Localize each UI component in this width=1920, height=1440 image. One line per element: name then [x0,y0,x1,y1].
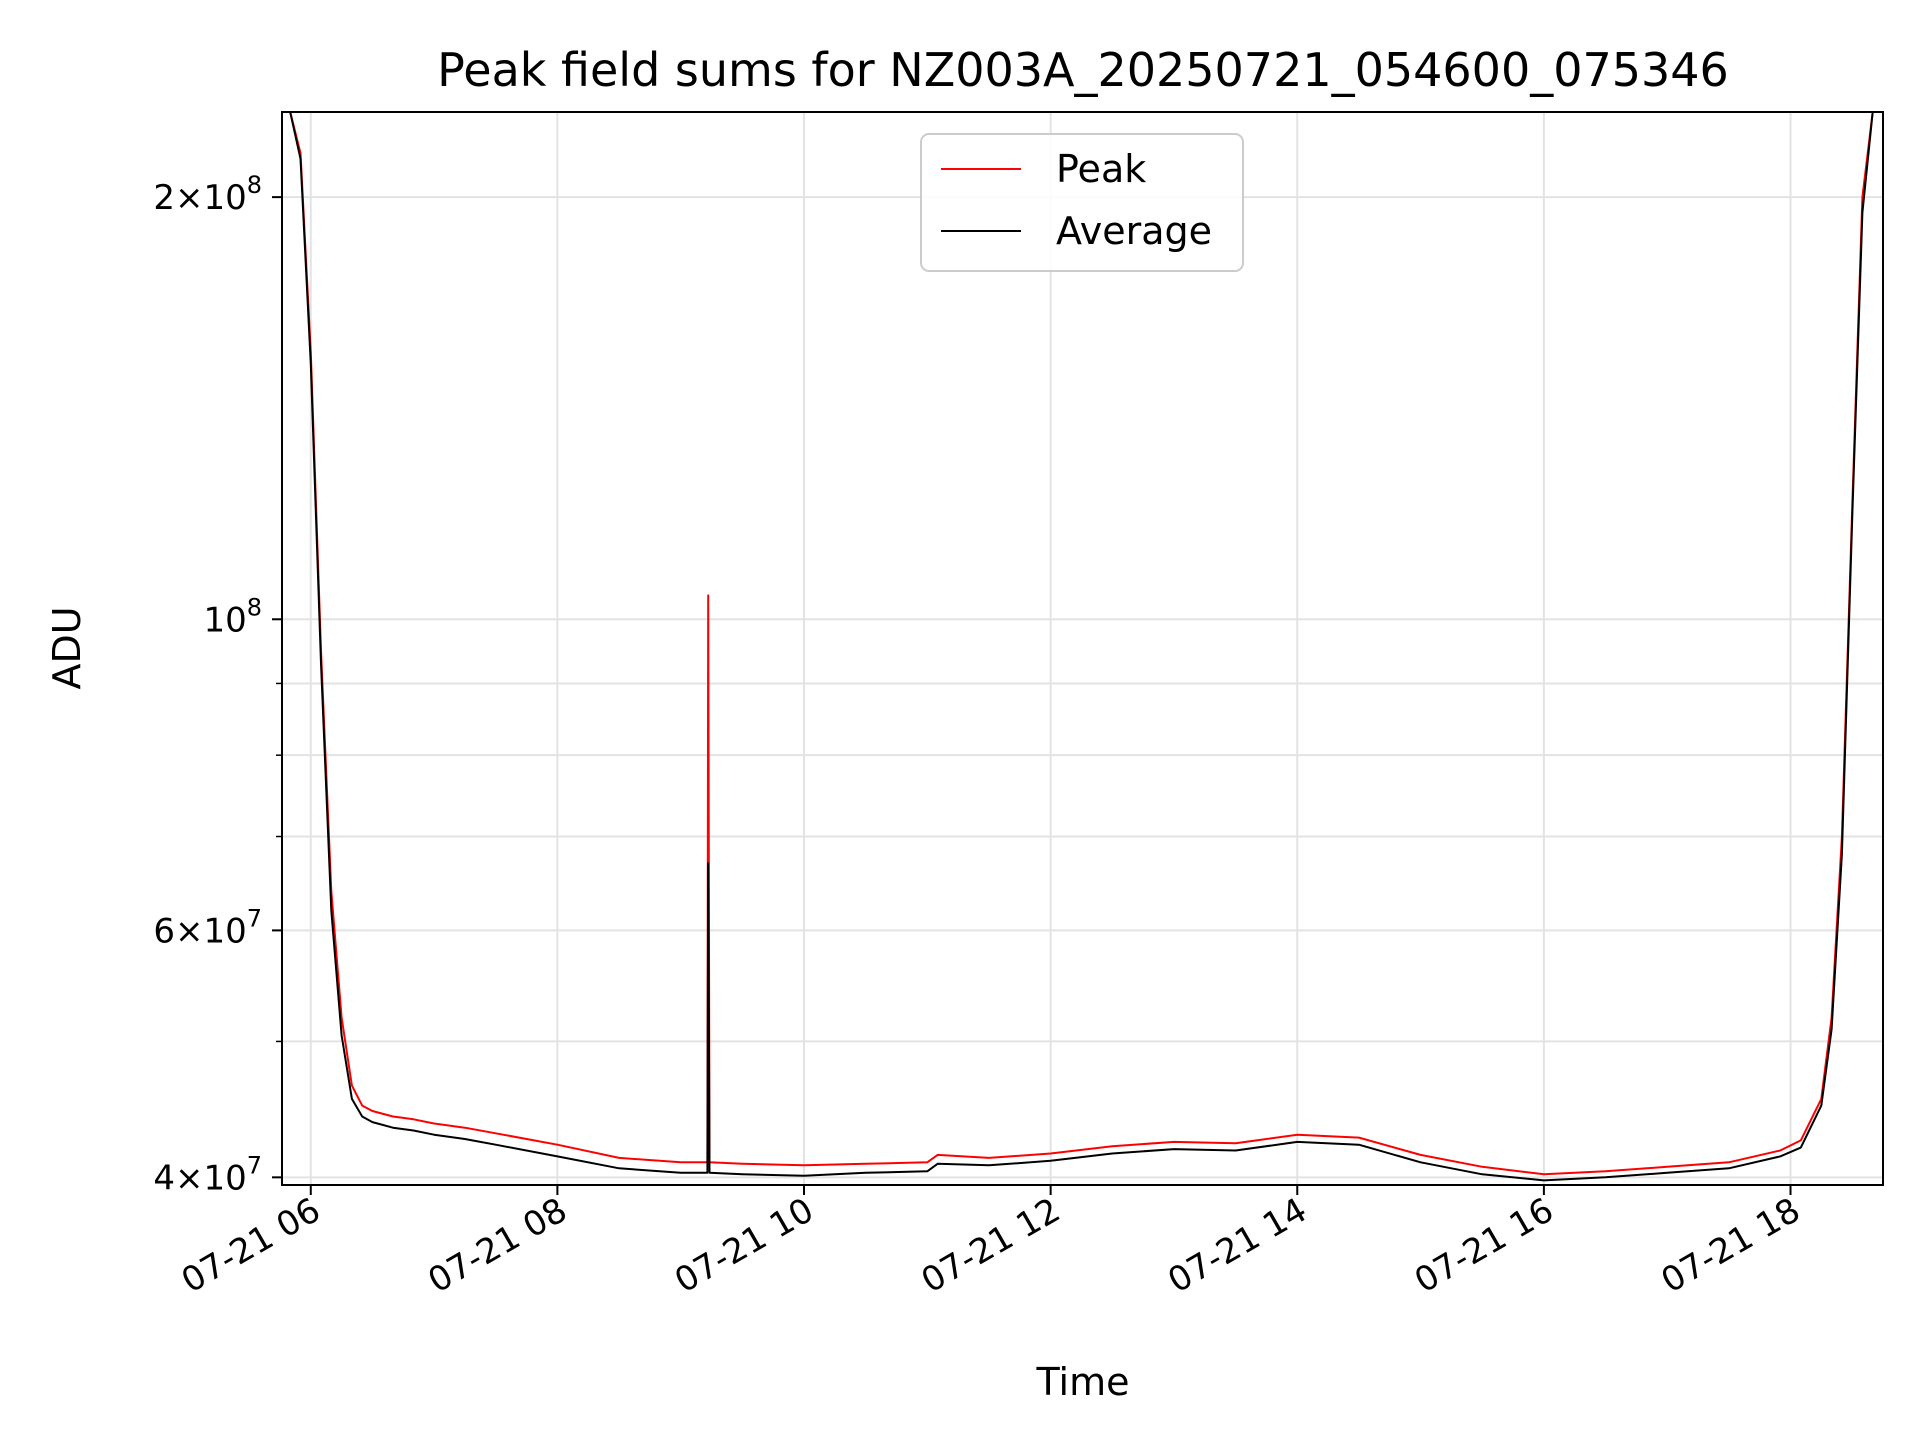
plot-frame [281,111,1884,1186]
y-tick-label: 6×107 [153,904,262,951]
series-layer [282,112,1883,1182]
grid [282,112,1883,1185]
y-tick-label: 108 [203,593,262,640]
y-axis-label: ADU [45,606,89,689]
series-line-average [282,112,1883,1182]
x-axis-label: Time [1036,1360,1130,1404]
legend-average-label: Average [1056,209,1212,253]
chart-title: Peak field sums for NZ003A_20250721_0546… [437,43,1729,97]
y-tick-label: 2×108 [153,171,262,218]
series-line-peak [282,112,1883,1176]
y-tick-label: 4×107 [153,1151,262,1198]
legend: Peak Average [920,133,1244,272]
legend-peak-label: Peak [1056,147,1146,191]
